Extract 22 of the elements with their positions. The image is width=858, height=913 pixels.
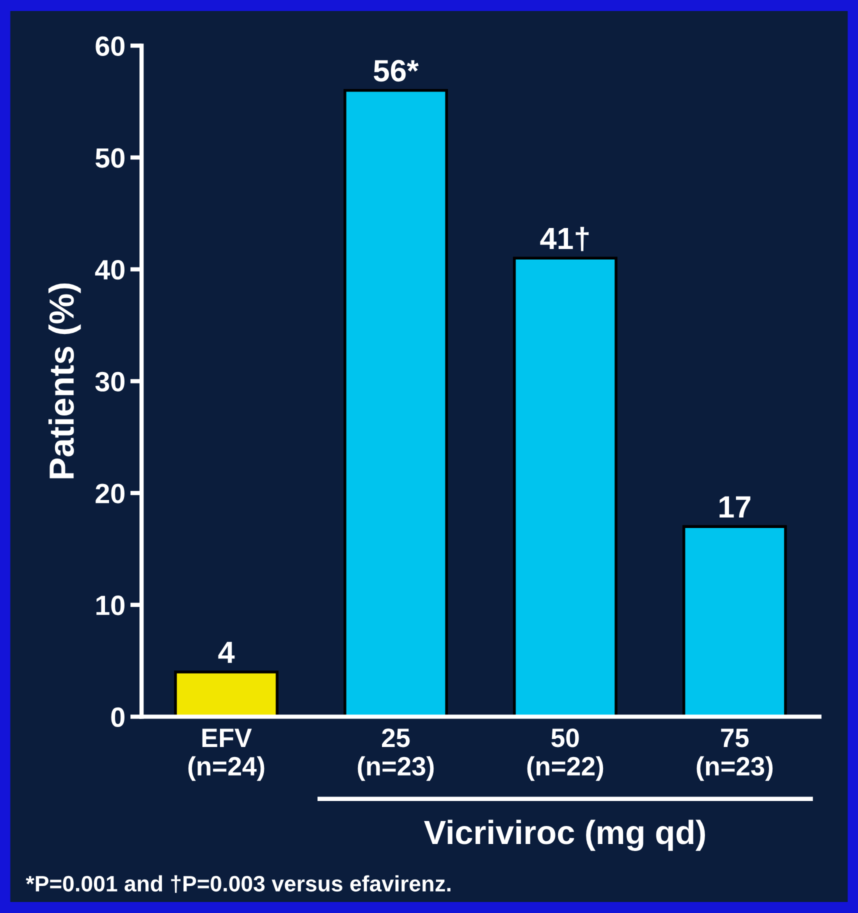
data-label: 17 xyxy=(720,496,750,518)
x-tick-label: 25 (n=23) xyxy=(358,728,434,781)
y-tick-label: 10 xyxy=(96,596,124,616)
bar xyxy=(344,88,448,717)
data-label: 41† xyxy=(540,226,589,252)
data-label: 4 xyxy=(218,642,235,663)
y-tick-label: 0 xyxy=(111,707,124,728)
x-axis-title: Vicriviroc (mg qd) xyxy=(424,820,705,852)
data-label: 56* xyxy=(374,60,419,82)
y-tick-label: 30 xyxy=(95,372,124,392)
bar xyxy=(174,670,279,717)
text: *P=0.001 and †P=0.003 versus efavirenz. xyxy=(26,875,450,893)
x-tick-label: 75 (n=23) xyxy=(696,728,773,781)
y-axis-title: Patients (%) xyxy=(48,284,81,478)
bar xyxy=(682,525,787,717)
y-tick-label: 40 xyxy=(95,260,124,280)
bar xyxy=(512,256,618,717)
x-tick-label: EFV (n=24) xyxy=(188,728,264,781)
x-tick-label: 50 (n=22) xyxy=(527,728,604,781)
y-tick-label: 50 xyxy=(96,148,124,168)
y-tick-label: 20 xyxy=(96,484,124,504)
y-tick-label: 60 xyxy=(96,36,124,56)
